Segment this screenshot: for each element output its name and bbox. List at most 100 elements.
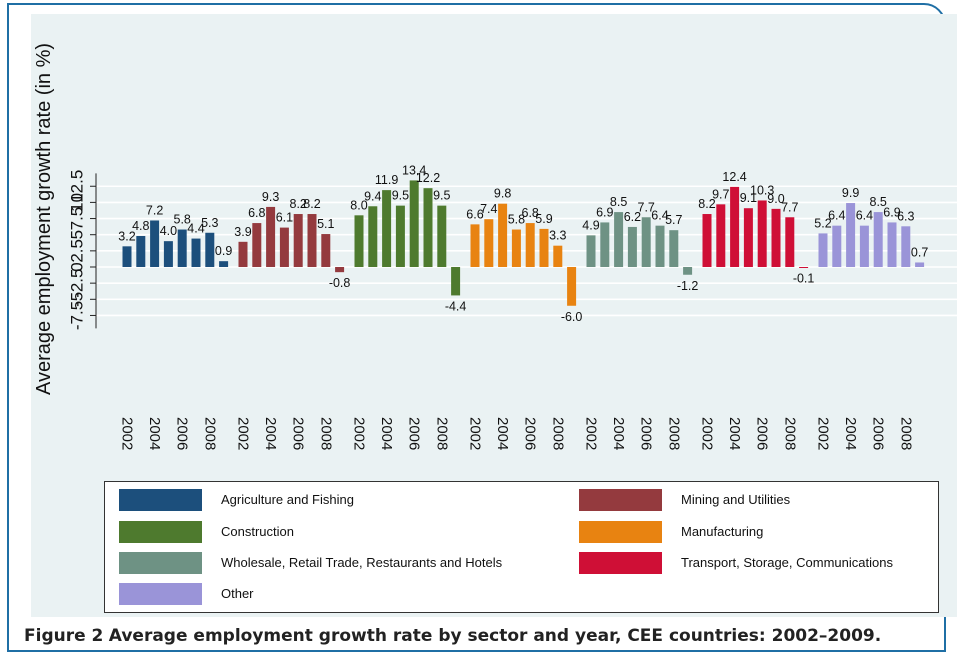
bar — [307, 214, 317, 267]
data-label: 9.9 — [842, 186, 859, 200]
data-label: 6.3 — [897, 209, 914, 223]
bar — [266, 206, 276, 267]
data-label: 9.1 — [740, 191, 757, 205]
data-label: 9.3 — [262, 190, 279, 204]
data-label: 4.0 — [160, 224, 177, 238]
bar — [702, 214, 712, 267]
x-tick-label: 2008 — [781, 417, 798, 450]
x-tick-labels: 2002 2004 2006 2008 2002 2004 2006 2008 2002 2004… — [119, 417, 915, 450]
x-tick-label: 2002 — [351, 417, 368, 450]
x-tick-label: 2004 — [610, 417, 627, 450]
x-tick-label: 2004 — [726, 417, 743, 450]
data-label: 3.9 — [234, 225, 251, 239]
data-label: 5.7 — [665, 213, 682, 227]
x-tick-label: 2004 — [378, 417, 395, 450]
bar — [498, 203, 508, 267]
bar — [683, 267, 693, 275]
data-label: -4.4 — [445, 299, 467, 313]
x-tick-label: 2002 — [815, 417, 832, 450]
data-label: 7.7 — [781, 200, 798, 214]
data-label: 5.9 — [535, 212, 552, 226]
data-label: 9.0 — [767, 192, 784, 206]
data-label: -0.8 — [329, 276, 351, 290]
y-tick-label: 2.5 — [68, 239, 87, 263]
data-label: 8.2 — [698, 197, 715, 211]
data-label: 5.1 — [317, 217, 334, 231]
data-label: 7.4 — [480, 202, 497, 216]
data-label: 6.1 — [276, 211, 293, 225]
data-label: 8.5 — [870, 195, 887, 209]
data-label: 12.2 — [416, 171, 440, 185]
y-axis-title: Average employment growth rate (in %) — [33, 43, 55, 395]
data-label: 4.4 — [187, 222, 204, 236]
x-tick-label: 2004 — [842, 417, 859, 450]
data-label: 3.2 — [118, 229, 135, 243]
bar — [279, 227, 289, 267]
y-tick-label: 10 — [68, 193, 87, 212]
bar — [655, 225, 665, 267]
legend-label: Construction — [221, 524, 294, 539]
bar — [437, 205, 447, 267]
bar — [191, 238, 201, 267]
legend-swatch — [119, 489, 202, 511]
data-label: 9.5 — [392, 189, 409, 203]
data-label: 8.2 — [303, 197, 320, 211]
data-label: 5.3 — [201, 216, 218, 230]
data-label: 5.2 — [814, 216, 831, 230]
data-labels: 3.24.87.24.05.84.45.30.93.96.89.36.18.28… — [118, 163, 928, 323]
data-label: 8.2 — [290, 197, 307, 211]
bar — [539, 228, 549, 267]
y-tick-label: 7.5 — [68, 207, 87, 231]
data-label: 8.0 — [350, 198, 367, 212]
x-tick-label: 2008 — [201, 417, 218, 450]
data-label: -6.0 — [561, 310, 583, 324]
figure-caption: Figure 2 Average employment growth rate … — [24, 626, 881, 646]
y-tick-label: 0 — [68, 262, 87, 271]
bar — [586, 235, 596, 267]
caption-label: Figure 2 — [24, 626, 104, 646]
bar — [641, 217, 651, 267]
x-tick-label: 2008 — [317, 417, 334, 450]
bar — [321, 234, 331, 267]
data-label: 0.7 — [911, 245, 928, 259]
y-tick-label: -2.5 — [68, 269, 87, 298]
bar — [669, 230, 679, 267]
bar — [730, 186, 740, 267]
bar — [511, 229, 521, 267]
bar — [873, 212, 883, 267]
data-label: 6.9 — [883, 205, 900, 219]
x-tick-label: 2006 — [638, 417, 655, 450]
bar — [859, 225, 869, 267]
data-label: -1.2 — [677, 279, 699, 293]
bar — [915, 262, 925, 267]
data-label: 6.8 — [522, 206, 539, 220]
data-label: 5.8 — [508, 213, 525, 227]
data-label: 6.6 — [466, 207, 483, 221]
bar — [409, 180, 419, 267]
data-label: 13.4 — [402, 163, 426, 177]
data-label: 5.8 — [174, 213, 191, 227]
legend-label: Transport, Storage, Communications — [681, 555, 893, 570]
legend-swatch — [579, 552, 662, 574]
bar — [368, 206, 378, 267]
bar — [887, 222, 897, 267]
bar — [122, 246, 132, 267]
bar — [771, 208, 781, 267]
data-label: 6.2 — [624, 210, 641, 224]
bar — [525, 223, 535, 267]
x-tick-label: 2006 — [754, 417, 771, 450]
legend-swatch — [579, 489, 662, 511]
bar — [451, 267, 461, 296]
bar — [600, 222, 610, 267]
bar — [716, 204, 726, 267]
bar — [484, 219, 494, 267]
bar — [799, 267, 809, 268]
data-label: 6.4 — [856, 209, 873, 223]
bar — [553, 245, 563, 267]
bars — [122, 180, 925, 306]
legend-label: Agriculture and Fishing — [221, 492, 354, 507]
x-tick-label: 2008 — [433, 417, 450, 450]
bar — [163, 241, 173, 267]
